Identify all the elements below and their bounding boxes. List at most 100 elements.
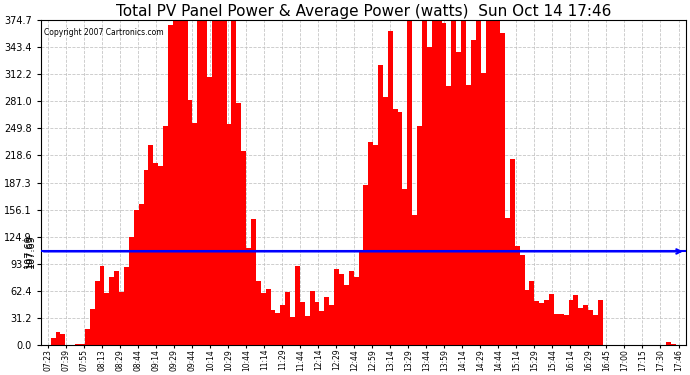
Bar: [446, 86, 451, 345]
Bar: [212, 20, 217, 345]
Bar: [451, 20, 456, 345]
Bar: [231, 20, 237, 345]
Bar: [285, 292, 290, 345]
Bar: [534, 301, 540, 345]
Bar: [51, 338, 56, 345]
Bar: [334, 269, 339, 345]
Bar: [471, 40, 476, 345]
Text: 107.69: 107.69: [23, 235, 34, 268]
Bar: [61, 334, 66, 345]
Bar: [207, 77, 212, 345]
Bar: [491, 20, 495, 345]
Bar: [412, 215, 417, 345]
Bar: [115, 271, 119, 345]
Bar: [275, 313, 280, 345]
Bar: [564, 315, 569, 345]
Bar: [153, 163, 158, 345]
Bar: [134, 210, 139, 345]
Bar: [476, 20, 481, 345]
Bar: [168, 25, 173, 345]
Bar: [217, 20, 221, 345]
Bar: [422, 20, 427, 345]
Bar: [495, 20, 500, 345]
Bar: [85, 329, 90, 345]
Bar: [588, 310, 593, 345]
Bar: [505, 218, 510, 345]
Bar: [407, 20, 412, 345]
Bar: [197, 20, 202, 345]
Bar: [442, 23, 446, 345]
Bar: [466, 85, 471, 345]
Bar: [437, 20, 442, 345]
Bar: [583, 304, 588, 345]
Bar: [305, 315, 310, 345]
Bar: [329, 304, 334, 345]
Bar: [573, 295, 578, 345]
Bar: [119, 292, 124, 345]
Bar: [104, 292, 109, 345]
Bar: [266, 289, 270, 345]
Title: Total PV Panel Power & Average Power (watts)  Sun Oct 14 17:46: Total PV Panel Power & Average Power (wa…: [116, 4, 611, 19]
Bar: [368, 142, 373, 345]
Text: Copyright 2007 Cartronics.com: Copyright 2007 Cartronics.com: [44, 28, 164, 38]
Bar: [549, 294, 554, 345]
Bar: [671, 344, 676, 345]
Bar: [56, 332, 61, 345]
Bar: [515, 246, 520, 345]
Bar: [324, 297, 329, 345]
Bar: [397, 112, 402, 345]
Bar: [295, 266, 300, 345]
Bar: [344, 285, 348, 345]
Bar: [261, 292, 266, 345]
Bar: [246, 248, 251, 345]
Bar: [80, 344, 85, 345]
Bar: [270, 310, 275, 345]
Bar: [578, 308, 583, 345]
Bar: [544, 300, 549, 345]
Bar: [554, 315, 559, 345]
Bar: [393, 109, 397, 345]
Bar: [593, 315, 598, 345]
Bar: [461, 20, 466, 345]
Bar: [315, 302, 319, 345]
Bar: [359, 251, 364, 345]
Bar: [510, 159, 515, 345]
Bar: [598, 300, 603, 345]
Bar: [310, 291, 315, 345]
Bar: [144, 170, 148, 345]
Bar: [129, 237, 134, 345]
Bar: [256, 280, 261, 345]
Bar: [148, 145, 153, 345]
Bar: [90, 309, 95, 345]
Bar: [95, 281, 99, 345]
Bar: [202, 20, 207, 345]
Bar: [500, 33, 505, 345]
Bar: [300, 302, 305, 345]
Bar: [486, 20, 491, 345]
Bar: [388, 31, 393, 345]
Bar: [402, 189, 407, 345]
Bar: [667, 342, 671, 345]
Bar: [540, 303, 544, 345]
Bar: [432, 20, 437, 345]
Bar: [237, 104, 241, 345]
Bar: [251, 219, 256, 345]
Bar: [319, 311, 324, 345]
Bar: [193, 123, 197, 345]
Bar: [529, 281, 534, 345]
Bar: [158, 166, 163, 345]
Bar: [221, 20, 226, 345]
Bar: [163, 126, 168, 345]
Bar: [290, 316, 295, 345]
Bar: [178, 20, 183, 345]
Bar: [188, 100, 193, 345]
Bar: [456, 53, 461, 345]
Bar: [373, 144, 378, 345]
Bar: [124, 267, 129, 345]
Bar: [139, 204, 144, 345]
Bar: [481, 73, 486, 345]
Bar: [427, 47, 432, 345]
Bar: [109, 277, 115, 345]
Bar: [383, 98, 388, 345]
Bar: [226, 124, 231, 345]
